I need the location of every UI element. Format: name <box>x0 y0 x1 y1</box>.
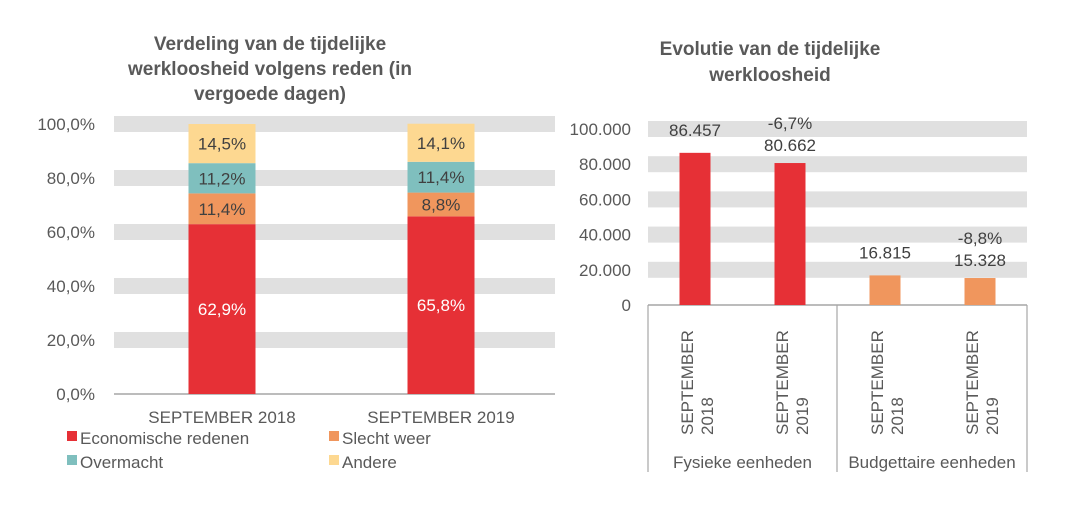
grid-band <box>114 116 555 132</box>
y-tick-label: 80.000 <box>579 155 631 174</box>
grid-band <box>648 261 1027 278</box>
bar-segment <box>407 161 475 193</box>
x-tick-label-line: 2019 <box>983 397 1002 435</box>
left-chart: Verdeling van de tijdelijke werkloosheid… <box>37 34 555 472</box>
legend-label: Slecht weer <box>342 429 431 448</box>
grid-band <box>114 224 555 240</box>
x-tick-label: SEPTEMBER2019 <box>963 330 1002 435</box>
right-chart: Evolutie van de tijdelijke werkloosheid … <box>570 39 1028 472</box>
legend-label: Overmacht <box>80 453 163 472</box>
x-tick-label-line: SEPTEMBER <box>773 330 792 435</box>
y-tick-label: 60.000 <box>579 190 631 209</box>
grid-band <box>114 332 555 348</box>
bar-segment <box>188 193 256 225</box>
y-tick-label: 100.000 <box>570 120 631 139</box>
legend-swatch <box>67 431 77 441</box>
y-tick-label: 60,0% <box>47 223 95 242</box>
data-label: 8,8% <box>422 195 461 214</box>
bar-segment <box>188 124 256 164</box>
legend-label: Andere <box>342 453 397 472</box>
bar-segment <box>188 224 256 394</box>
bar <box>679 152 711 305</box>
right-title-line-2: werkloosheid <box>708 65 830 86</box>
legend-swatch <box>67 455 77 465</box>
data-label: 80.662 <box>764 136 816 155</box>
x-tick-label: SEPTEMBER2019 <box>773 330 812 435</box>
data-label: 15.328 <box>954 251 1006 270</box>
left-title-line-2: werkloosheid volgens reden (in <box>127 59 412 80</box>
grid-band <box>648 226 1027 243</box>
legend-swatch <box>329 431 339 441</box>
grid-band <box>648 121 1027 137</box>
right-title-line-1: Evolutie van de tijdelijke <box>660 39 881 60</box>
grid-band <box>114 278 555 294</box>
data-label: 11,4% <box>418 168 465 187</box>
bar <box>774 163 806 305</box>
x-tick-label-line: 2018 <box>698 397 717 435</box>
left-title-line-1: Verdeling van de tijdelijke <box>154 34 386 55</box>
x-tick-label-line: SEPTEMBER <box>868 330 887 435</box>
y-tick-label: 40,0% <box>47 277 95 296</box>
bar-segment <box>188 163 256 194</box>
y-tick-label: 0 <box>622 296 631 315</box>
x-tick-label: SEPTEMBER 2018 <box>148 408 295 427</box>
grid-band <box>648 191 1027 208</box>
grid-band <box>114 170 555 186</box>
x-tick-label-line: SEPTEMBER <box>678 330 697 435</box>
group-label: Fysieke eenheden <box>673 453 812 472</box>
y-tick-label: 20,0% <box>47 331 95 350</box>
data-label: 11,4% <box>199 200 246 219</box>
bar <box>964 278 996 305</box>
data-label: 86.457 <box>669 121 721 140</box>
x-tick-label: SEPTEMBER2018 <box>678 330 717 435</box>
change-label: -6,7% <box>768 114 812 133</box>
legend-label: Economische redenen <box>80 429 249 448</box>
data-label: 11,2% <box>199 169 246 188</box>
change-label: -8,8% <box>958 229 1002 248</box>
x-tick-label-line: 2018 <box>888 397 907 435</box>
data-label: 62,9% <box>198 300 246 319</box>
y-tick-label: 0,0% <box>56 385 95 404</box>
bar-segment <box>407 216 475 394</box>
bar-segment <box>407 192 475 217</box>
x-tick-label-line: SEPTEMBER <box>963 330 982 435</box>
legend-swatch <box>329 455 339 465</box>
x-tick-label: SEPTEMBER 2019 <box>367 408 514 427</box>
bar <box>869 275 901 305</box>
bar-segment <box>407 123 475 162</box>
y-tick-label: 40.000 <box>579 226 631 245</box>
data-label: 65,8% <box>417 296 465 315</box>
y-tick-label: 80,0% <box>47 169 95 188</box>
data-label: 14,5% <box>198 135 246 154</box>
x-tick-label-line: 2019 <box>793 397 812 435</box>
data-label: 14,1% <box>417 134 465 153</box>
group-label: Budgettaire eenheden <box>848 453 1015 472</box>
x-tick-label: SEPTEMBER2018 <box>868 330 907 435</box>
left-title-line-3: vergoede dagen) <box>194 84 346 105</box>
y-tick-label: 100,0% <box>37 115 95 134</box>
grid-band <box>648 156 1027 173</box>
data-label: 16.815 <box>859 243 911 262</box>
y-tick-label: 20.000 <box>579 261 631 280</box>
